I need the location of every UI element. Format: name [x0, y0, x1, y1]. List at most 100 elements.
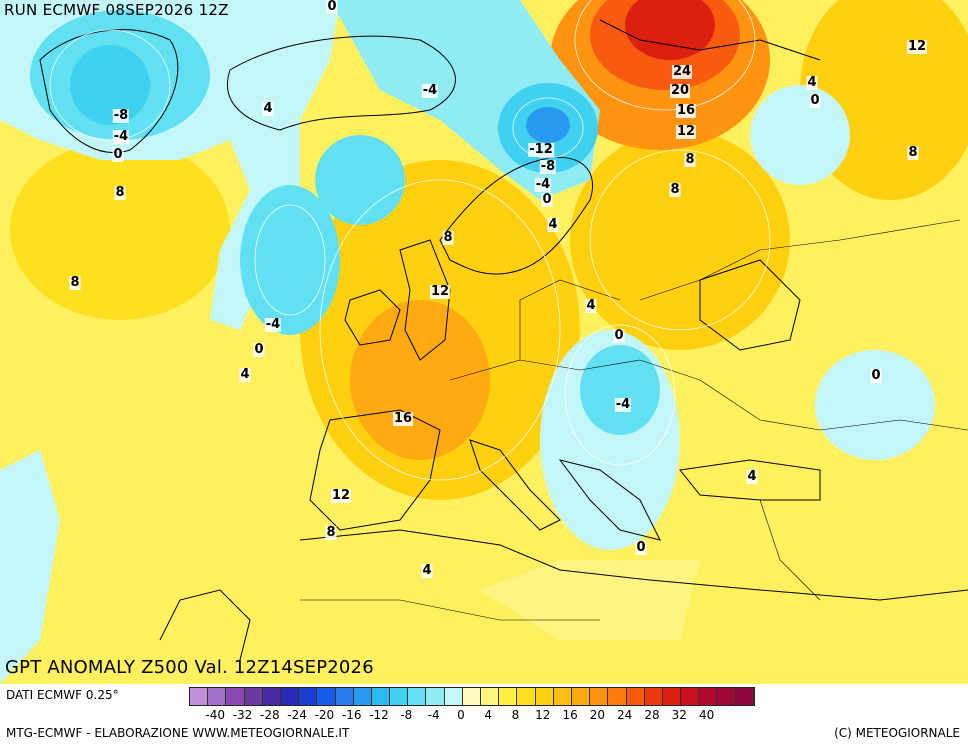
legend-swatch [644, 688, 663, 705]
legend-panel: DATI ECMWF 0.25° -40 -32 -28 -24 -20 -16 -12 -8… [0, 684, 968, 745]
contour-label: 4 [262, 101, 274, 116]
legend-swatch [681, 688, 700, 705]
coast-iberia [309, 409, 441, 531]
legend-swatch [717, 688, 736, 705]
coast-greece [558, 459, 661, 541]
contour-label: -4 [614, 397, 632, 412]
legend-swatch [244, 688, 263, 705]
legend-tick-label: -28 [259, 708, 280, 722]
contour-label: -8 [539, 159, 557, 174]
map-canvas [0, 0, 968, 684]
contour-label: 4 [746, 469, 758, 484]
contour-russia [589, 149, 771, 331]
coast-black-sea [699, 259, 801, 351]
legend-swatch [535, 688, 554, 705]
coast-arctic-russia [599, 19, 821, 61]
legend-swatch [353, 688, 372, 705]
anomaly-positive-atlantic [10, 140, 230, 320]
legend-tick-label: 8 [511, 708, 520, 722]
contour-label: 0 [326, 0, 338, 14]
contour-label: 8 [907, 145, 919, 160]
legend-tick-label: -8 [400, 708, 413, 722]
contour-balkans [564, 324, 676, 466]
contour-label: 8 [669, 182, 681, 197]
anomaly-positive-russia [570, 130, 790, 350]
valid-time-title: GPT ANOMALY Z500 Val. 12Z14SEP2026 [5, 657, 374, 678]
contour-label: 4 [547, 217, 559, 232]
anomaly-negative-midatlantic [240, 185, 340, 335]
coast-scandinavia [439, 156, 594, 275]
legend-tick-label: 20 [589, 708, 606, 722]
contour-label: -4 [421, 83, 439, 98]
contour-label: 8 [114, 185, 126, 200]
color-scale-bar [189, 687, 755, 706]
anomaly-negative-middle-east [815, 350, 935, 460]
contour-midatlantic [254, 204, 326, 316]
contour-label: 0 [870, 368, 882, 383]
contour-barents [574, 0, 756, 111]
contour-label: 8 [325, 525, 337, 540]
coast-greenland [39, 29, 179, 154]
anomaly-negative-balkans [580, 345, 660, 435]
contour-label: 0 [809, 93, 821, 108]
legend-swatch [444, 688, 463, 705]
contour-label: 12 [330, 488, 352, 503]
legend-swatch [626, 688, 645, 705]
coast-west-africa [159, 589, 251, 661]
contour-label: 0 [613, 328, 625, 343]
contour-label: -4 [534, 177, 552, 192]
legend-swatch [608, 688, 627, 705]
coastlines [39, 19, 968, 661]
legend-tick-label: -16 [341, 708, 362, 722]
legend-swatch [299, 688, 318, 705]
legend-swatch [571, 688, 591, 705]
contour-scandinavia [512, 97, 584, 159]
legend-tick-label: 32 [671, 708, 687, 722]
anomaly-negative-greenland-core [70, 45, 150, 125]
border-germany-poland [519, 279, 621, 360]
coast-svalbard-greenland-north [226, 35, 456, 131]
contour-label: 12 [675, 124, 697, 139]
contour-label: -4 [112, 129, 130, 144]
legend-tick-label: -12 [369, 708, 389, 722]
legend-swatch [553, 688, 572, 705]
legend-swatch [190, 688, 209, 705]
legend-swatch [335, 688, 354, 705]
contour-label: 12 [429, 284, 451, 299]
legend-swatch [226, 688, 245, 705]
contour-lines [49, 0, 771, 481]
country-borders [300, 219, 968, 621]
legend-tick-label: -40 [205, 708, 225, 722]
legend-swatch [371, 688, 391, 705]
contour-label: 12 [906, 39, 928, 54]
legend-tick-label: 24 [617, 708, 633, 722]
legend-swatch [481, 688, 500, 705]
legend-swatch [699, 688, 718, 705]
data-source: DATI ECMWF 0.25° [6, 688, 119, 702]
legend-swatch [426, 688, 445, 705]
contour-label: 16 [675, 103, 697, 118]
border-caucasus [699, 379, 968, 431]
contour-label: 4 [421, 563, 433, 578]
anomaly-positive-france [350, 300, 490, 460]
contour-label: -4 [264, 317, 282, 332]
contour-label: 24 [671, 64, 693, 79]
coast-north-africa [299, 529, 968, 601]
contour-label: 20 [669, 83, 691, 98]
legend-swatch [262, 688, 281, 705]
legend-swatch [390, 688, 409, 705]
legend-swatch [499, 688, 518, 705]
anomaly-map: RUN ECMWF 08SEP2026 12Z GPT ANOMALY Z500… [0, 0, 968, 684]
coast-ireland [344, 289, 401, 346]
legend-swatch [208, 688, 227, 705]
legend-swatch [462, 688, 481, 705]
contour-west-europe [319, 179, 561, 481]
coast-britain [399, 239, 451, 361]
anomaly-negative-north-atlantic [315, 135, 405, 225]
border-central-europe [449, 359, 701, 381]
anomaly-negative-scandinavia-core [526, 107, 570, 143]
legend-tick-label: 12 [535, 708, 551, 722]
contour-label: -12 [528, 142, 554, 157]
legend-swatch [280, 688, 300, 705]
legend-tick-label: 4 [484, 708, 493, 722]
